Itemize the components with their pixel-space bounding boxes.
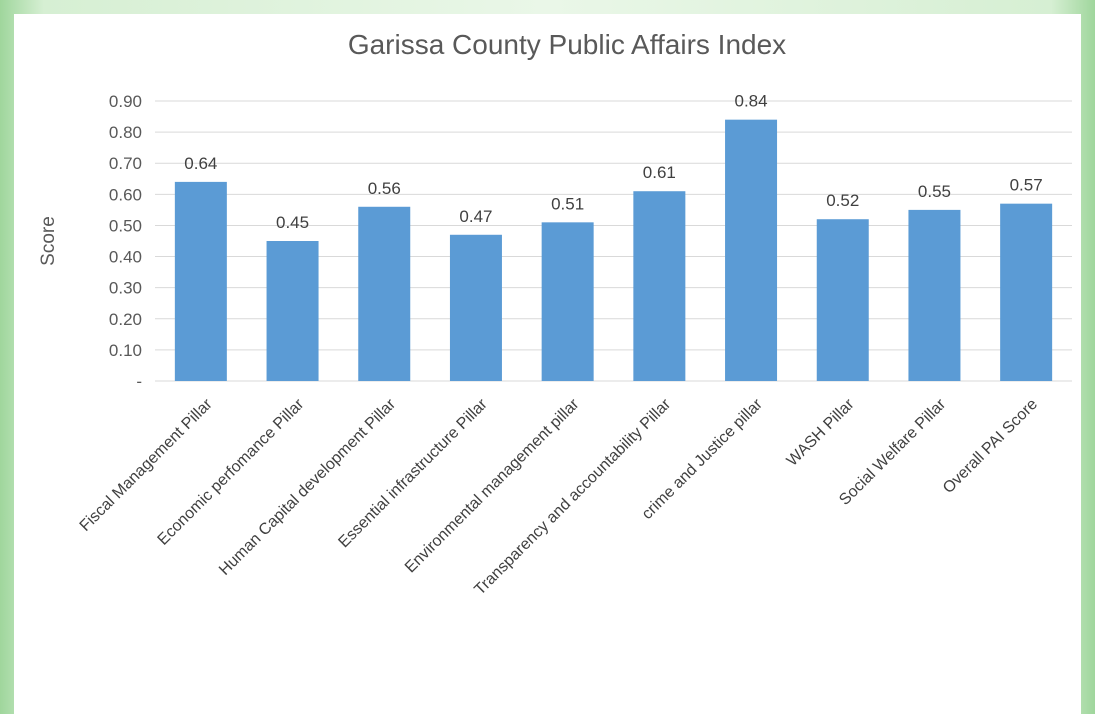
y-axis-label: Score	[38, 216, 59, 266]
y-tick-label: 0.50	[109, 216, 142, 235]
bar-9	[1000, 203, 1053, 381]
x-tick-label: Transparency and accountability Pillar	[471, 395, 674, 598]
y-tick-label: 0.20	[109, 310, 142, 329]
bar-0	[174, 181, 227, 381]
y-axis-ticks: - 0.10 0.20 0.30 0.40 0.50 0.60 0.70 0.80 0.90	[109, 92, 142, 391]
chart-title: Garissa County Public Affairs Index	[348, 29, 786, 60]
bar-1	[266, 241, 319, 381]
y-tick-label: 0.10	[109, 341, 142, 360]
y-tick-label: 0.70	[109, 154, 142, 173]
bar-5	[633, 191, 686, 381]
y-tick-label: -	[136, 372, 142, 391]
data-label: 0.61	[643, 163, 676, 182]
bar-7	[816, 219, 869, 381]
x-tick-label: Overall PAI Score	[940, 396, 1041, 497]
bar-6	[725, 119, 778, 382]
bar-2	[358, 206, 411, 381]
y-tick-label: 0.80	[109, 123, 142, 142]
x-tick-label: Economic perfomance Pillar	[154, 395, 307, 548]
data-label: 0.64	[184, 154, 217, 173]
data-label: 0.51	[551, 194, 584, 213]
data-label: 0.47	[459, 207, 492, 226]
data-label: 0.56	[368, 179, 401, 198]
y-tick-label: 0.30	[109, 279, 142, 298]
x-tick-label: Environmental management pillar	[402, 395, 583, 576]
bar-4	[541, 222, 594, 381]
bar-8	[908, 209, 961, 381]
data-label: 0.52	[826, 191, 859, 210]
y-tick-label: 0.60	[109, 185, 142, 204]
bar-3	[449, 234, 502, 381]
y-tick-label: 0.90	[109, 92, 142, 111]
data-labels: 0.64 0.45 0.56 0.47 0.51 0.61 0.84 0.52 0.55 0.57	[184, 92, 1042, 232]
x-tick-label: WASH Pillar	[784, 395, 858, 469]
x-tick-label: Human Capital development Pillar	[216, 395, 400, 579]
data-label: 0.45	[276, 213, 309, 232]
data-label: 0.84	[735, 92, 768, 111]
x-tick-label: Social Welfare Pillar	[836, 395, 950, 509]
bars	[174, 119, 1053, 382]
data-label: 0.55	[918, 182, 951, 201]
data-label: 0.57	[1010, 176, 1043, 195]
y-tick-label: 0.40	[109, 248, 142, 267]
x-tick-label: Essential infrastructure Pillar	[335, 395, 491, 551]
